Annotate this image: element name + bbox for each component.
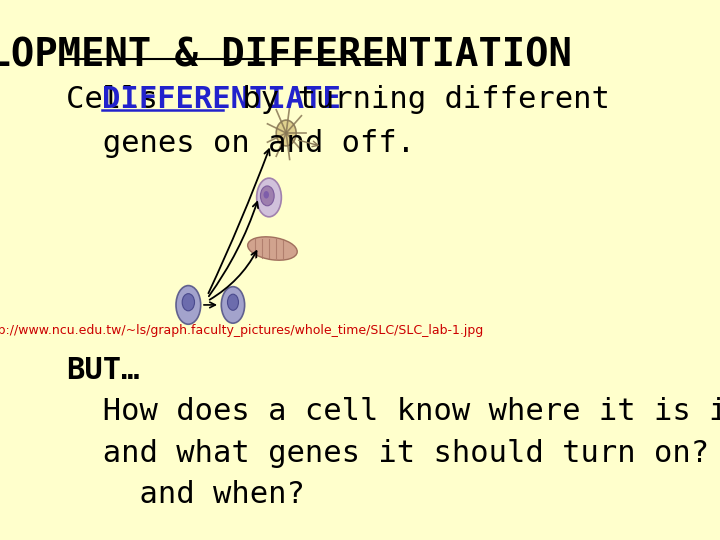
Ellipse shape [264, 191, 269, 199]
Ellipse shape [182, 294, 194, 311]
Text: DEVELOPMENT & DIFFERENTIATION: DEVELOPMENT & DIFFERENTIATION [0, 36, 572, 75]
Text: DIFFERENTIATE: DIFFERENTIATE [102, 85, 341, 113]
Text: How does a cell know where it is in the body?: How does a cell know where it is in the … [66, 397, 720, 426]
Text: by turning different: by turning different [225, 85, 611, 113]
Ellipse shape [248, 237, 297, 260]
Text: Cells: Cells [66, 85, 176, 113]
Text: and when?: and when? [66, 480, 305, 509]
Text: genes on and off.: genes on and off. [66, 129, 415, 158]
Text: BUT…: BUT… [66, 356, 140, 385]
Ellipse shape [228, 294, 238, 310]
Text: http://www.ncu.edu.tw/~ls/graph.faculty_pictures/whole_time/SLC/SLC_lab-1.jpg: http://www.ncu.edu.tw/~ls/graph.faculty_… [0, 323, 485, 337]
Ellipse shape [276, 120, 296, 146]
Ellipse shape [176, 286, 201, 324]
Ellipse shape [261, 186, 274, 206]
Ellipse shape [221, 287, 245, 323]
Text: and what genes it should turn on?: and what genes it should turn on? [66, 438, 710, 468]
Ellipse shape [256, 178, 282, 217]
